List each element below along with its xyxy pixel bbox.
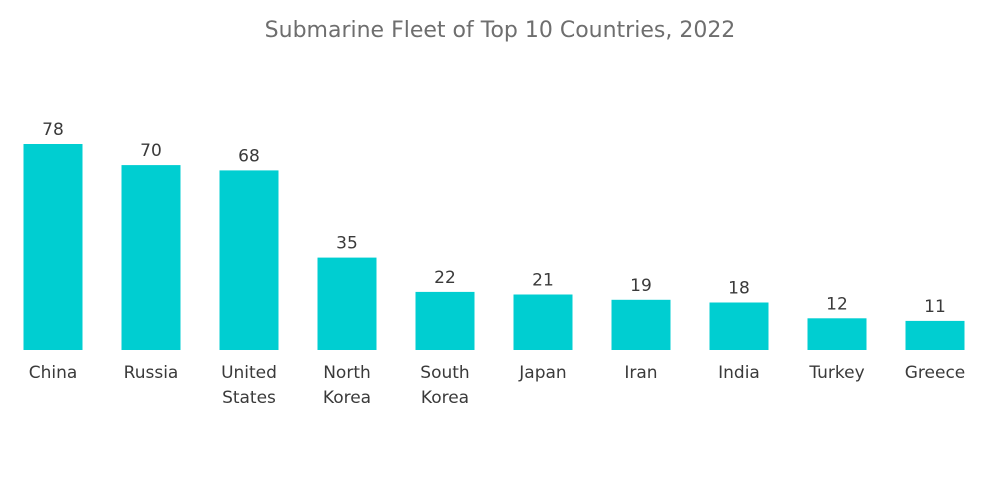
bar-turkey [807, 318, 867, 350]
x-tick-label: Japan [518, 363, 566, 383]
bar-value-label: 70 [140, 141, 162, 161]
x-tick-label-line: States [222, 388, 276, 408]
x-tick-label-line: Korea [421, 388, 469, 408]
bar-greece [905, 320, 965, 350]
bar-value-label: 12 [826, 294, 848, 314]
chart-title: Submarine Fleet of Top 10 Countries, 202… [264, 18, 736, 43]
bar-value-label: 78 [42, 120, 64, 140]
x-tick-label-line: Iran [624, 363, 657, 383]
x-tick-label-line: China [29, 363, 78, 383]
x-tick-label: United States [221, 363, 277, 408]
x-tick-label: Turkey [808, 363, 864, 383]
bar-value-label: 35 [336, 234, 358, 254]
x-tick-label: India [718, 363, 760, 383]
x-tick-label: Russia [124, 363, 179, 383]
x-tick-label: South Korea [420, 363, 469, 408]
x-tick-label-line: Russia [124, 363, 179, 383]
bar-iran [611, 299, 671, 350]
x-tick-label: Iran [624, 363, 657, 383]
bar-value-label: 19 [630, 276, 652, 296]
x-tick-label-line: Japan [518, 363, 566, 383]
x-tick-label-line: Turkey [808, 363, 864, 383]
bar-japan [513, 294, 573, 350]
bar-india [709, 302, 769, 350]
bar-china [23, 144, 83, 350]
x-tick-label-line: India [718, 363, 760, 383]
x-tick-label-line: Greece [905, 363, 966, 383]
x-tick-label: North Korea [323, 363, 371, 408]
x-tick-label-line: North [323, 363, 371, 383]
bar-value-label: 68 [238, 146, 260, 166]
bar-united-states [219, 170, 279, 350]
bar-north-korea [317, 257, 377, 350]
x-tick-label-line: United [221, 363, 277, 383]
bar-south-korea [415, 291, 475, 350]
bar-value-label: 22 [434, 268, 456, 288]
bar-value-label: 21 [532, 271, 554, 291]
x-tick-label-line: South [420, 363, 469, 383]
bar-value-label: 18 [728, 279, 750, 299]
x-tick-label: China [29, 363, 78, 383]
x-tick-label: Greece [905, 363, 966, 383]
bar-russia [121, 165, 181, 350]
bar-value-label: 11 [924, 297, 946, 317]
x-tick-label-line: Korea [323, 388, 371, 408]
